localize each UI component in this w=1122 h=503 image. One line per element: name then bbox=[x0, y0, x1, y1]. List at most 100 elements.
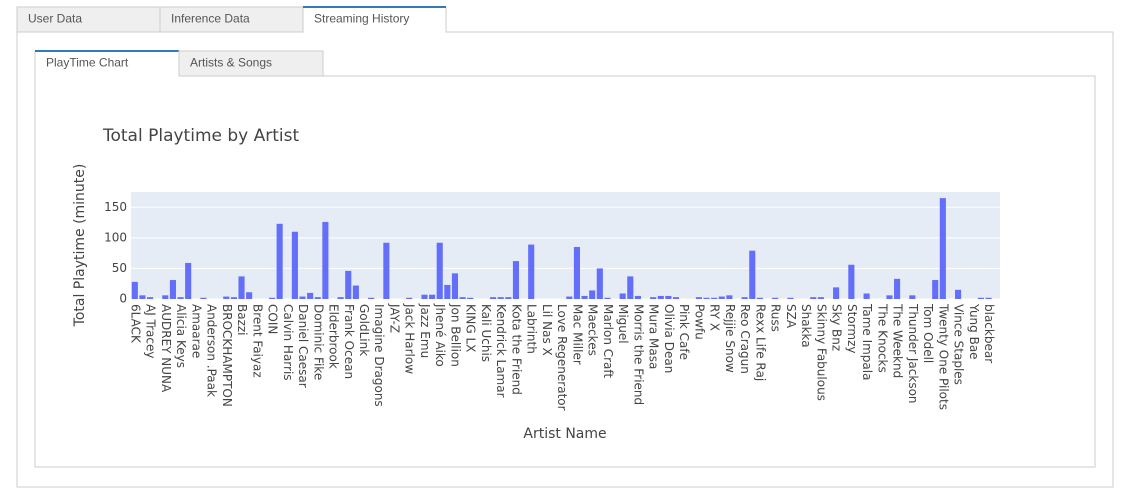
y-axis-title: Total Playtime (minute) bbox=[72, 164, 88, 328]
x-tick-label: Twenty One Pilots bbox=[936, 303, 950, 410]
bar bbox=[848, 264, 855, 299]
x-tick-label: Skinny Fabulous bbox=[814, 304, 828, 401]
bar bbox=[200, 297, 207, 299]
bar bbox=[451, 273, 459, 299]
x-tick-label: The Knocks bbox=[875, 303, 889, 373]
tab-label[interactable]: Streaming History bbox=[314, 12, 409, 26]
bar bbox=[421, 294, 428, 299]
bar bbox=[985, 297, 992, 299]
tab-cover bbox=[303, 31, 446, 34]
bar bbox=[528, 244, 535, 299]
bar bbox=[810, 297, 817, 299]
x-tick-label: Anderson .Paak bbox=[205, 304, 219, 397]
bar bbox=[749, 250, 756, 299]
bar bbox=[383, 242, 390, 299]
x-tick-label: Jack Harlow bbox=[403, 303, 417, 374]
x-tick-label: JAY-Z bbox=[387, 303, 401, 333]
x-tick-label: Thunder Jackson bbox=[906, 303, 920, 404]
x-tick-label: Rexx Life Raj bbox=[753, 304, 767, 381]
bar bbox=[886, 295, 893, 299]
x-tick-label: Stormzy bbox=[845, 304, 859, 353]
bar bbox=[703, 297, 710, 299]
tab[interactable] bbox=[34, 50, 180, 77]
x-tick-label: Jon Bellion bbox=[448, 303, 462, 367]
bar bbox=[147, 297, 154, 299]
bar bbox=[291, 231, 298, 299]
bar bbox=[337, 297, 344, 299]
bar bbox=[596, 268, 603, 299]
bar bbox=[169, 280, 176, 299]
bar bbox=[726, 295, 733, 299]
bar bbox=[322, 221, 329, 299]
x-tick-label: Jhené Aiko bbox=[433, 303, 447, 367]
x-tick-label: Frank Ocean bbox=[342, 304, 356, 379]
tab-cover bbox=[35, 75, 179, 78]
bar bbox=[497, 297, 504, 299]
x-tick-label: Miguel bbox=[616, 304, 630, 344]
bar bbox=[368, 297, 375, 299]
bar bbox=[909, 295, 916, 299]
tab-label[interactable]: Artists & Songs bbox=[190, 56, 272, 70]
x-tick-label: Rejjie Snow bbox=[723, 304, 737, 373]
y-tick-label: 150 bbox=[104, 200, 127, 214]
bar bbox=[619, 293, 626, 299]
tab[interactable] bbox=[178, 50, 324, 77]
tab-label[interactable]: PlayTime Chart bbox=[46, 56, 129, 70]
x-tick-label: Lil Nas X bbox=[540, 304, 554, 356]
bar bbox=[512, 261, 520, 299]
bar bbox=[314, 297, 321, 299]
bar bbox=[429, 294, 436, 299]
bar bbox=[932, 280, 939, 299]
bar bbox=[657, 295, 664, 299]
bar bbox=[787, 297, 794, 299]
bar bbox=[581, 295, 588, 299]
x-tick-label: Yung Bae bbox=[967, 303, 981, 360]
x-tick-label: Kota the Friend bbox=[509, 304, 523, 395]
tab[interactable] bbox=[16, 6, 161, 33]
bar bbox=[650, 297, 657, 299]
x-tick-label: Brent Faiyaz bbox=[250, 304, 264, 378]
bar bbox=[238, 276, 245, 299]
bar bbox=[467, 297, 474, 299]
bar bbox=[718, 296, 725, 299]
bar bbox=[268, 297, 276, 299]
plot-area bbox=[131, 192, 1000, 299]
x-tick-label: Elderbrook bbox=[327, 304, 341, 369]
x-tick-label: Sky Bnz bbox=[830, 304, 844, 351]
x-tick-label: Dominic Fike bbox=[311, 304, 325, 380]
bar bbox=[307, 292, 314, 299]
tab-label[interactable]: User Data bbox=[28, 12, 82, 26]
bar bbox=[276, 223, 283, 299]
x-tick-label: AJ Tracey bbox=[144, 304, 158, 359]
bar bbox=[566, 296, 573, 299]
bar bbox=[444, 284, 451, 299]
x-tick-label: Tom Odell bbox=[921, 303, 935, 363]
x-tick-label: KING LX bbox=[464, 304, 478, 352]
bar bbox=[604, 297, 611, 299]
y-tick-label: 100 bbox=[104, 230, 127, 244]
bar bbox=[756, 297, 763, 299]
x-tick-label: COIN bbox=[266, 304, 280, 334]
x-tick-label: Maeckes bbox=[586, 304, 600, 356]
bar bbox=[955, 289, 962, 299]
x-tick-label: Jazz Emu bbox=[418, 303, 432, 358]
x-tick-label: Kali Uchis bbox=[479, 304, 493, 362]
x-tick-label: Tame Impala bbox=[860, 303, 874, 380]
x-tick-label: Pink Cafe bbox=[677, 304, 691, 360]
bar bbox=[741, 297, 748, 299]
y-tick-label: 0 bbox=[119, 292, 127, 306]
x-tick-label: Kendrick Lamar bbox=[494, 304, 508, 398]
tab-label[interactable]: Inference Data bbox=[171, 12, 250, 26]
x-tick-label: Daniel Caesar bbox=[296, 304, 310, 388]
x-tick-label: Alicia Keys bbox=[174, 304, 188, 368]
x-tick-label: Marlon Craft bbox=[601, 304, 615, 378]
x-tick-label: Mura Masa bbox=[647, 304, 661, 369]
x-tick-label: Love Regenerator bbox=[555, 304, 569, 411]
bar bbox=[505, 297, 512, 299]
bar bbox=[833, 287, 840, 299]
bar bbox=[406, 297, 413, 299]
x-tick-label: Mac Miller bbox=[570, 304, 584, 365]
x-tick-label: The Weeknd bbox=[891, 303, 905, 378]
x-tick-label: AUDREY NUNA bbox=[159, 304, 173, 393]
bar bbox=[627, 276, 634, 299]
